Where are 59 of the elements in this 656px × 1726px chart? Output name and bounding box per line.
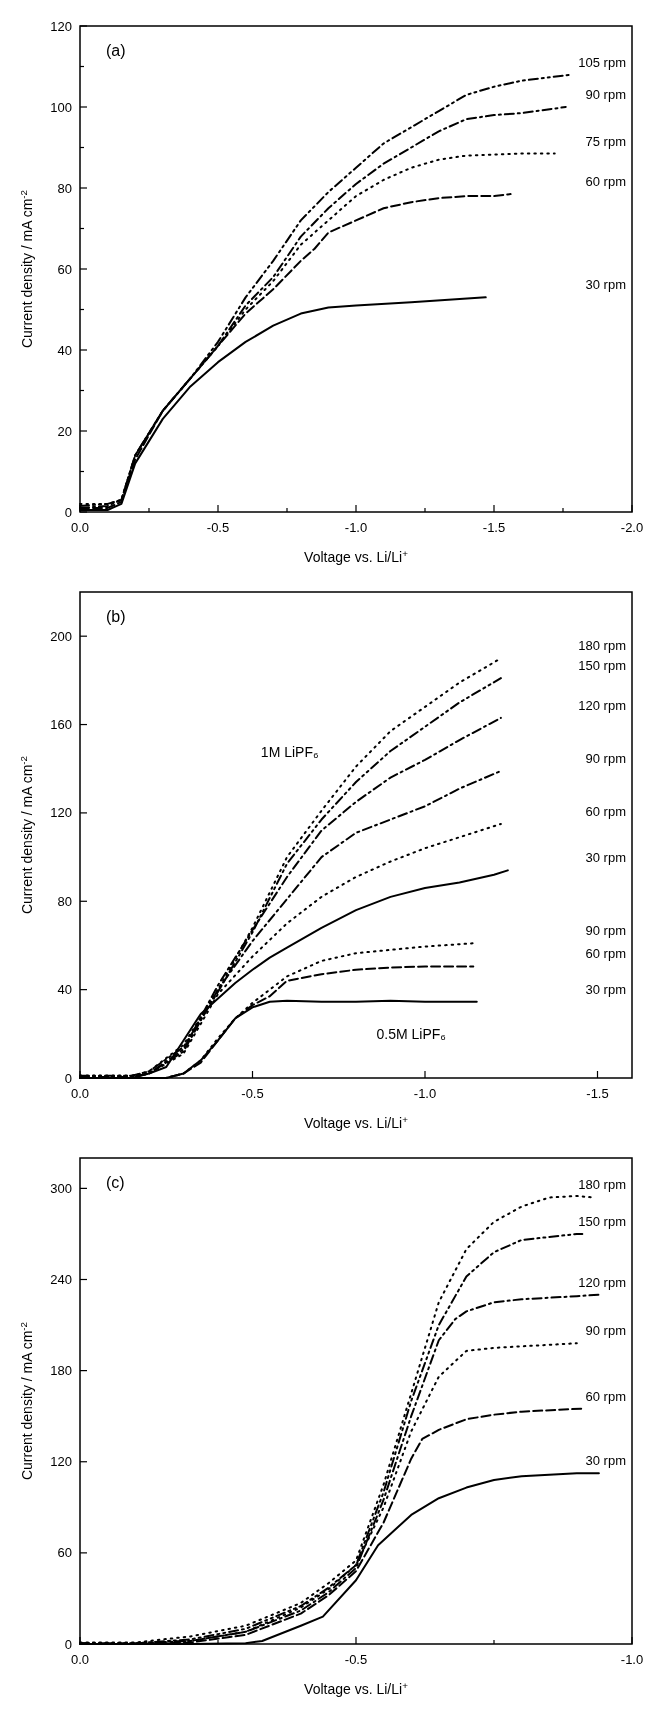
y-tick-label: 120 <box>50 18 72 34</box>
text: (b) <box>106 608 126 625</box>
text: 30 rpm <box>585 981 626 997</box>
x-tick-label: 0.0 <box>70 520 90 535</box>
annotation: 0.5M LiPF₆ <box>376 1026 446 1043</box>
y-tick-label: 300 <box>50 1180 72 1196</box>
y-tick-label: 0 <box>64 1636 72 1652</box>
series-label: 150 rpm <box>578 1213 626 1229</box>
y-tick-label: 80 <box>57 180 72 196</box>
x-axis-title: Voltage vs. Li/Li$^{+}$ <box>304 1679 409 1697</box>
text: 90 rpm <box>585 750 626 766</box>
x-tick-label: -0.5 <box>241 1086 264 1101</box>
text: 30 rpm <box>585 277 626 293</box>
annotation: 1M LiPF₆ <box>260 744 319 761</box>
text: 120 rpm <box>578 697 626 713</box>
series-label: 90 rpm <box>585 87 626 102</box>
text: 60 rpm <box>585 803 626 819</box>
y-tick-label: 80 <box>57 893 72 909</box>
y-tick-label: 180 <box>50 1363 72 1379</box>
text: (a) <box>106 42 126 59</box>
y-tick-label: 40 <box>57 342 72 358</box>
text: (c) <box>106 1174 125 1191</box>
x-tick-label: -1.5 <box>586 1086 609 1101</box>
y-tick-label: 60 <box>57 261 72 277</box>
series-label: 90 rpm <box>585 1323 626 1339</box>
text: 60 rpm <box>585 946 626 962</box>
series-label: 60 rpm <box>585 1388 626 1404</box>
text: 150 rpm <box>578 658 626 674</box>
x-tick-label: -1.0 <box>344 520 368 535</box>
series-label: 105 rpm <box>578 54 626 70</box>
y-tick-label: 0 <box>64 504 72 520</box>
text: 90 rpm <box>585 923 626 939</box>
y-tick-label: 20 <box>57 423 72 439</box>
y-tick-label: 240 <box>50 1272 72 1288</box>
y-tick-label: 40 <box>57 982 72 998</box>
series-label: 30 rpm <box>585 1453 626 1469</box>
text: 75 rpm <box>585 133 626 149</box>
series-label: 120 rpm <box>578 1274 626 1290</box>
x-tick-label: -1.0 <box>413 1086 437 1101</box>
text: 60 rpm <box>585 174 626 190</box>
x-axis-title: Voltage vs. Li/Li$^{+}$ <box>304 1113 409 1131</box>
x-tick-label: -0.5 <box>206 520 230 535</box>
x-tick-label: -1.0 <box>620 1652 644 1667</box>
y-tick-label: 0 <box>64 1070 72 1086</box>
x-tick-label: -0.5 <box>344 1652 368 1667</box>
x-axis-title: Voltage vs. Li/Li$^{+}$ <box>304 547 409 565</box>
x-tick-label: -1.5 <box>482 520 506 535</box>
y-tick-label: 120 <box>50 1454 72 1470</box>
series-label: 180 rpm <box>578 1177 626 1193</box>
x-tick-label: -2.0 <box>620 520 644 535</box>
y-tick-label: 200 <box>50 628 72 644</box>
y-tick-label: 100 <box>50 99 72 115</box>
x-tick-label: 0.0 <box>70 1086 90 1101</box>
y-tick-label: 160 <box>50 717 72 733</box>
x-tick-label: 0.0 <box>70 1652 90 1667</box>
text: 180 rpm <box>578 638 626 654</box>
y-tick-label: 60 <box>57 1545 72 1561</box>
text: 30 rpm <box>585 850 626 866</box>
y-tick-label: 120 <box>50 805 72 821</box>
